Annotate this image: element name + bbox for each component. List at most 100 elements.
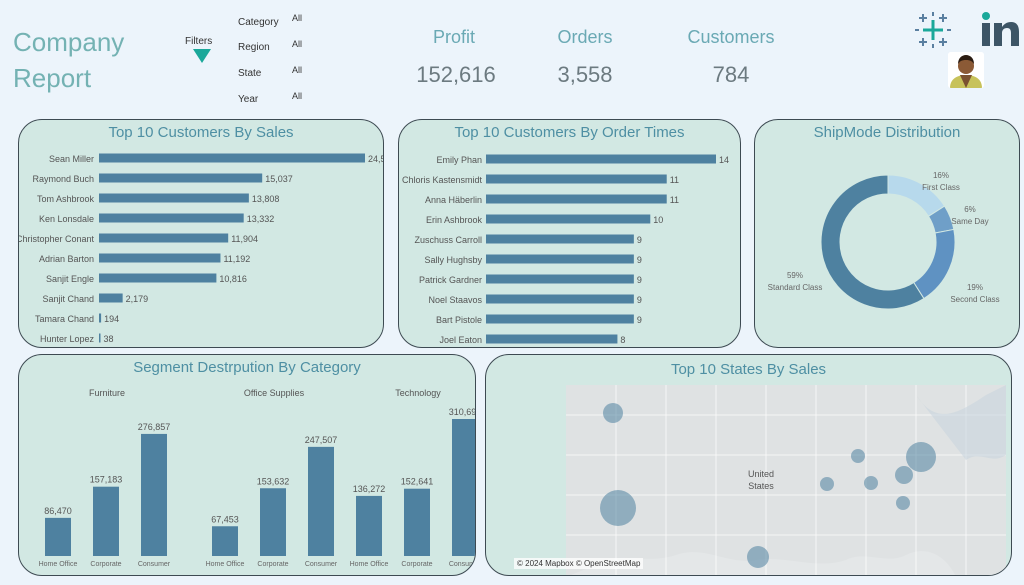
bar-category-label: Tom Ashbrook	[37, 194, 95, 204]
panel-shipmode: ShipMode Distribution 16% First Class 6% Sa…	[754, 119, 1020, 348]
bar	[486, 334, 618, 344]
bar-category-label: Tamara Chand	[35, 314, 94, 324]
states-map[interactable]: United States	[486, 355, 1012, 576]
bar-category-label: Noel Staavos	[428, 295, 482, 305]
filter-year-value[interactable]: All	[292, 91, 303, 101]
bar	[99, 273, 217, 283]
slice-percent-label: 19%	[967, 283, 983, 292]
bar-category-label: Adrian Barton	[39, 254, 94, 264]
chart-title: Top 10 States By Sales	[670, 361, 827, 378]
bar-category-label: Corporate	[257, 561, 288, 568]
bar-value-label: 310,695	[449, 407, 476, 417]
bar	[212, 526, 238, 556]
bar	[486, 254, 634, 264]
map-country-label-line2: States	[748, 481, 774, 491]
bar-category-label: Sanjit Engle	[46, 274, 94, 284]
bar-value-label: 9	[637, 275, 642, 285]
slice-percent-label: 16%	[933, 171, 949, 180]
bar-category-label: Hunter Lopez	[40, 334, 95, 344]
bar-category-label: Consumer	[138, 561, 171, 568]
kpi-customers-label: Customers	[687, 27, 775, 47]
group-label: Office Supplies	[244, 388, 305, 398]
bar	[99, 213, 244, 223]
bar-value-label: 2,179	[126, 294, 149, 304]
bar	[260, 488, 286, 556]
bar-value-label: 136,272	[353, 484, 386, 494]
bar-category-label: Home Office	[350, 561, 389, 568]
bar	[99, 313, 102, 323]
shipmode-donut-chart: 16% First Class 6% Same Day 19% Second Class 5…	[768, 171, 1000, 310]
bar-value-label: 15,037	[265, 174, 293, 184]
bar-value-label: 86,470	[44, 506, 72, 516]
bar-value-label: 153,632	[257, 476, 290, 486]
chart-title: Top 10 Customers By Order Times	[454, 124, 685, 141]
panel-segment-category: Segment Destrpution By Category Furnitur…	[18, 354, 476, 576]
filters-toggle-icon[interactable]	[193, 49, 211, 63]
bar-category-label: Sally Hughsby	[424, 255, 482, 265]
linkedin-logo-icon[interactable]	[980, 10, 1020, 48]
filter-region-label: Region	[238, 42, 270, 53]
map-credit[interactable]: © 2024 Mapbox © OpenStreetMap	[514, 558, 644, 569]
group-label: Technology	[395, 388, 441, 398]
bar	[99, 153, 365, 163]
chart-title: Segment Destrpution By Category	[133, 359, 361, 376]
top-customers-orders-chart: Emily Phan 14 Chloris Kastensmidt 11 Anna Hä…	[402, 154, 729, 345]
bar-value-label: 11	[670, 195, 679, 205]
map-state-bubble	[747, 546, 769, 568]
bar-value-label: 14	[719, 155, 729, 165]
bar-value-label: 276,857	[138, 422, 171, 432]
bar-category-label: Corporate	[401, 561, 432, 568]
bar-value-label: 194	[104, 314, 119, 324]
chart-title: Top 10 Customers By Sales	[108, 124, 294, 141]
bar	[99, 253, 221, 263]
map-state-bubble	[820, 477, 834, 491]
bar	[141, 433, 167, 556]
bar-value-label: 67,453	[211, 514, 239, 524]
bar-category-label: Emily Phan	[436, 155, 482, 165]
bar-value-label: 152,641	[401, 477, 434, 487]
slice-percent-label: 59%	[787, 271, 803, 280]
filter-category-value[interactable]: All	[292, 13, 303, 23]
donut-slice	[820, 174, 925, 310]
bar-category-label: Consumer	[305, 561, 338, 568]
slice-percent-label: 6%	[964, 205, 976, 214]
bar-value-label: 9	[637, 235, 642, 245]
slice-name-label: First Class	[922, 183, 960, 192]
bar-category-label: Corporate	[90, 561, 121, 568]
tableau-logo-icon	[915, 12, 951, 48]
bar	[486, 294, 634, 304]
bar-value-label: 9	[637, 255, 642, 265]
panel-top-states-map: Top 10 States By Sales United States © 2…	[485, 354, 1012, 576]
bar-category-label: Patrick Gardner	[419, 275, 482, 285]
bar-value-label: 13,808	[252, 194, 280, 204]
bar-category-label: Joel Eaton	[439, 335, 482, 345]
bar-value-label: 10	[653, 215, 663, 225]
filter-state-value[interactable]: All	[292, 65, 303, 75]
panel-top-customers-orders: Top 10 Customers By Order Times Emily Ph…	[398, 119, 741, 348]
bar	[452, 419, 475, 556]
bar-value-label: 8	[620, 335, 625, 345]
bar	[486, 234, 634, 244]
kpi-profit-label: Profit	[432, 27, 475, 47]
map-state-bubble	[603, 403, 623, 423]
bar	[93, 486, 119, 556]
bar-value-label: 157,183	[90, 475, 123, 485]
bar-value-label: 13,332	[247, 214, 275, 224]
top-customers-sales-chart: Sean Miller 24,509 Raymond Buch 15,037 Tom A…	[19, 153, 384, 344]
map-state-bubble	[851, 449, 865, 463]
bar-value-label: 11,904	[231, 234, 258, 244]
avatar	[948, 52, 984, 88]
report-title: Company Report	[13, 27, 125, 93]
bar	[99, 293, 123, 303]
bar	[486, 174, 667, 184]
bar	[308, 446, 334, 556]
bar-value-label: 24,509	[368, 154, 384, 164]
donut-slice	[913, 228, 956, 300]
segment-category-chart: Furniture 86,470 Home Office 157,183 Corpora…	[39, 388, 476, 568]
chart-title: ShipMode Distribution	[813, 124, 961, 141]
bar-category-label: Erin Ashbrook	[426, 215, 483, 225]
bar-value-label: 38	[104, 334, 114, 344]
bar	[486, 194, 667, 204]
filter-region-value[interactable]: All	[292, 39, 303, 49]
bar-value-label: 10,816	[219, 274, 247, 284]
